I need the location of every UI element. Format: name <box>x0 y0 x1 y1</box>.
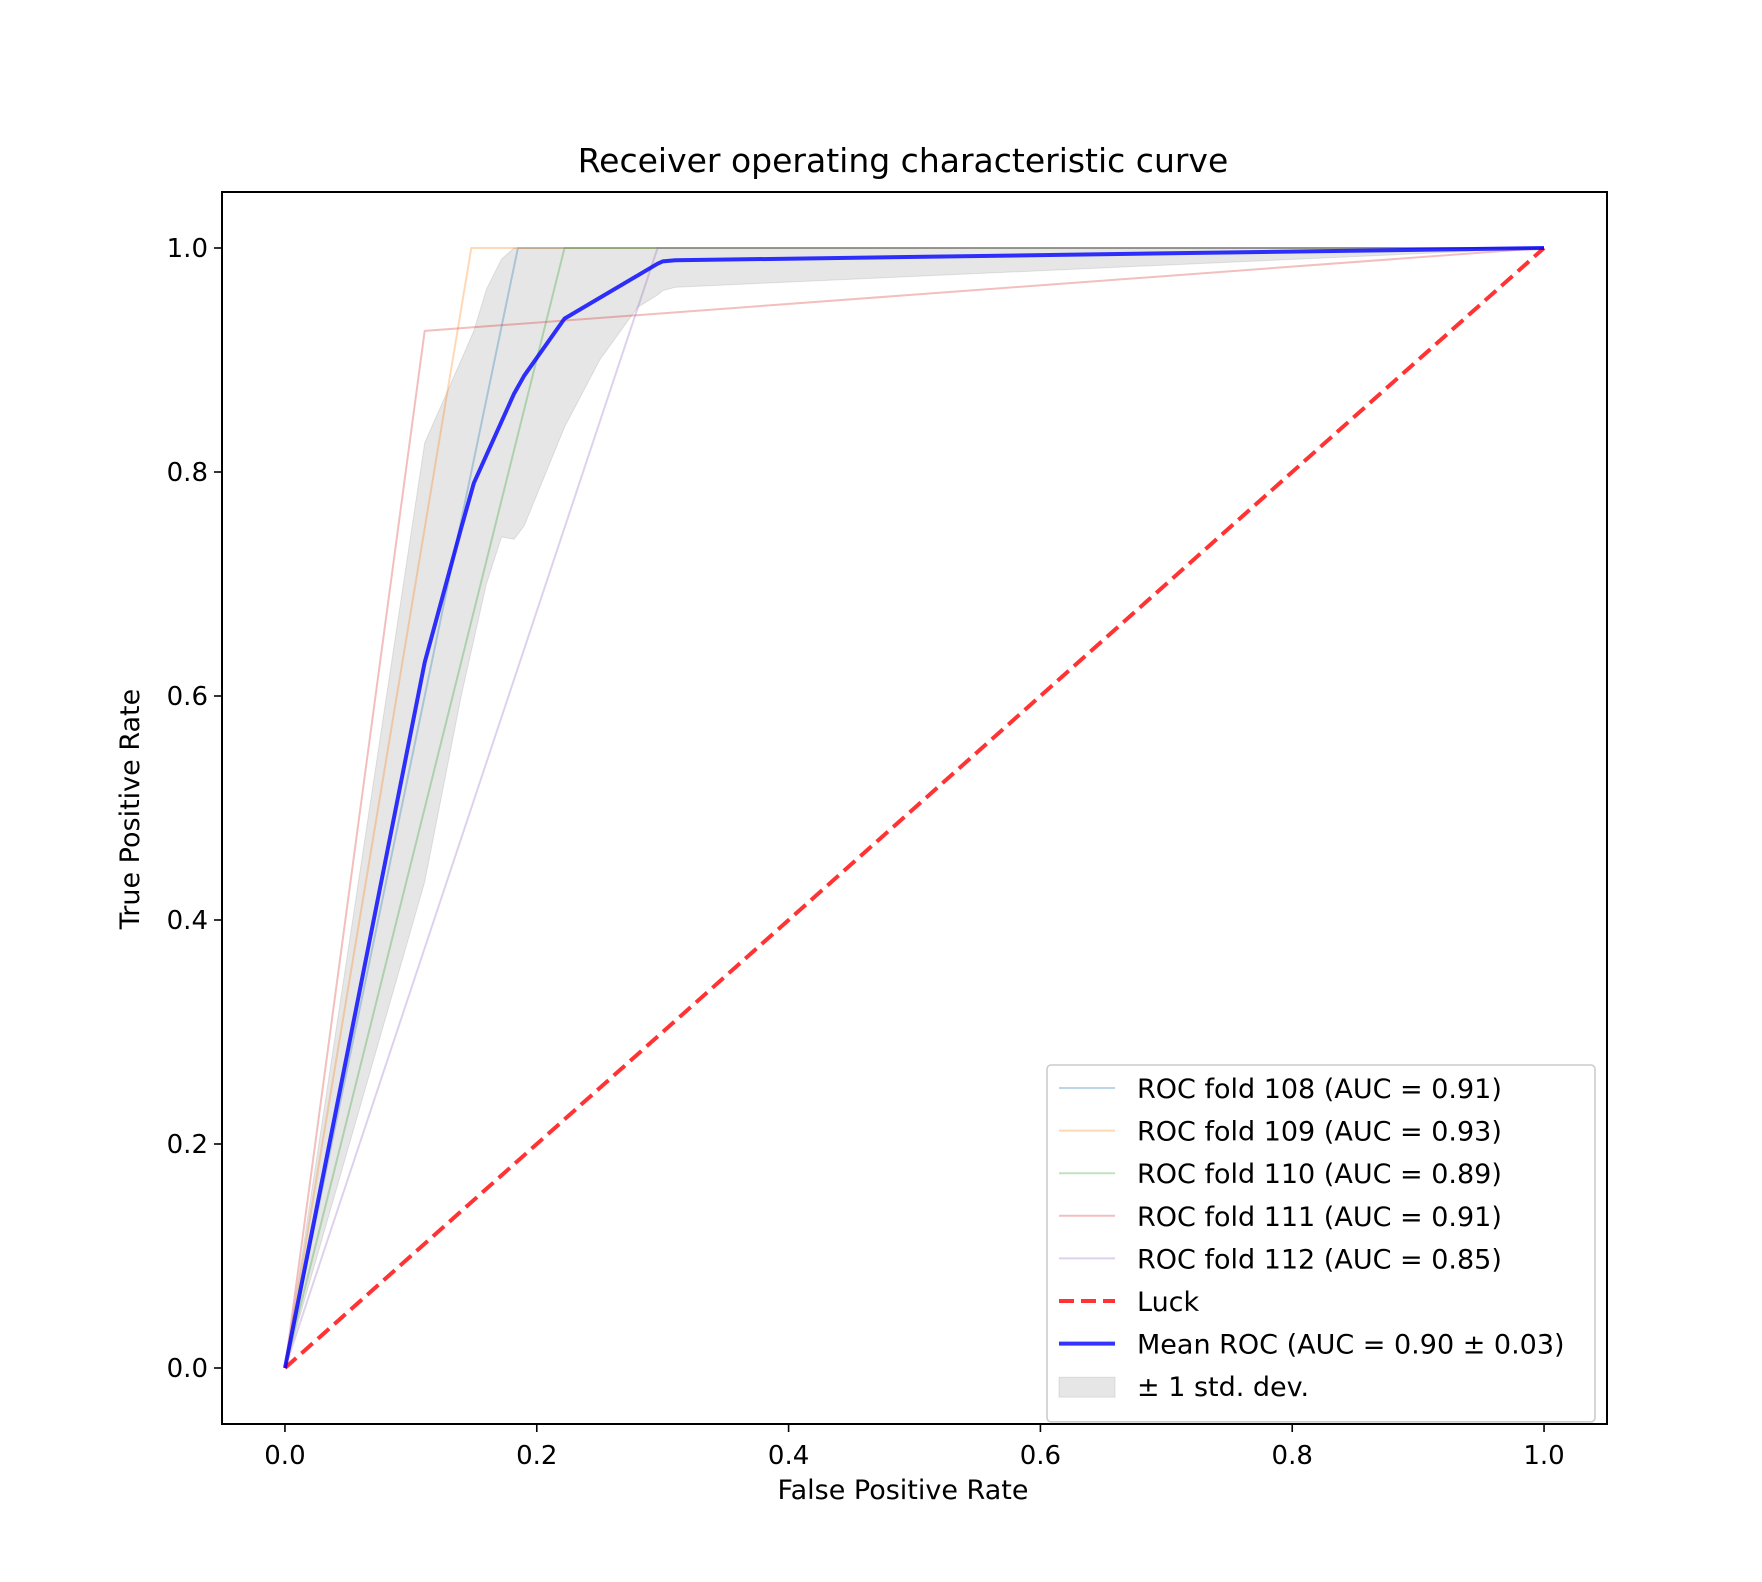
x-tick-label: 0.2 <box>516 1441 557 1471</box>
legend-entry-label: ROC fold 110 (AUC = 0.89) <box>1137 1159 1502 1190</box>
legend-entry-label: ROC fold 108 (AUC = 0.91) <box>1137 1074 1502 1105</box>
plot-area <box>283 246 1546 1370</box>
y-tick-label: 0.6 <box>167 682 208 712</box>
x-tick-label: 0.0 <box>264 1441 305 1471</box>
y-tick-label: 0.0 <box>167 1354 208 1384</box>
legend: ROC fold 108 (AUC = 0.91) ROC fold 109 (A… <box>1046 1064 1596 1423</box>
axes-frame <box>221 191 1608 1425</box>
x-tick-label: 0.4 <box>768 1441 809 1471</box>
x-tick-label: 1.0 <box>1523 1441 1564 1471</box>
y-tick-label: 0.2 <box>167 1130 208 1160</box>
y-axis-label: True Positive Rate <box>115 689 146 931</box>
series-line-roc-fold-112 <box>284 247 1544 1369</box>
series-line-roc-fold-110 <box>284 247 1544 1369</box>
x-tick-label: 0.6 <box>1020 1441 1061 1471</box>
legend-entry-label: Mean ROC (AUC = 0.90 ± 0.03) <box>1137 1330 1565 1361</box>
series-line-luck <box>283 246 1546 1370</box>
x-tick-label: 0.8 <box>1272 1441 1313 1471</box>
legend-swatch-band <box>1058 1376 1116 1398</box>
series-line-roc-fold-108 <box>284 247 1544 1369</box>
chart-title: Receiver operating characteristic curve <box>578 141 1229 180</box>
series-line-roc-fold-111 <box>284 247 1545 1369</box>
y-tick-label: 0.8 <box>167 458 208 488</box>
legend-entry-label: ROC fold 109 (AUC = 0.93) <box>1137 1117 1502 1148</box>
legend-entry-label: ROC fold 111 (AUC = 0.91) <box>1137 1202 1502 1233</box>
series-line-mean-roc <box>283 246 1545 1369</box>
legend-entry-label: ± 1 std. dev. <box>1137 1372 1309 1403</box>
legend-box <box>1046 1064 1596 1423</box>
y-axis-ticks: 0.0 0.2 0.4 0.6 0.8 1.0 <box>167 234 222 1384</box>
x-axis-label: False Positive Rate <box>778 1475 1029 1506</box>
x-axis-ticks: 0.0 0.2 0.4 0.6 0.8 1.0 <box>264 1424 1565 1471</box>
y-tick-label: 0.4 <box>167 906 208 936</box>
legend-entry-label: Luck <box>1137 1287 1200 1318</box>
series-line-roc-fold-109 <box>284 247 1544 1369</box>
y-tick-label: 1.0 <box>167 234 208 264</box>
legend-entry-label: ROC fold 112 (AUC = 0.85) <box>1137 1244 1502 1275</box>
